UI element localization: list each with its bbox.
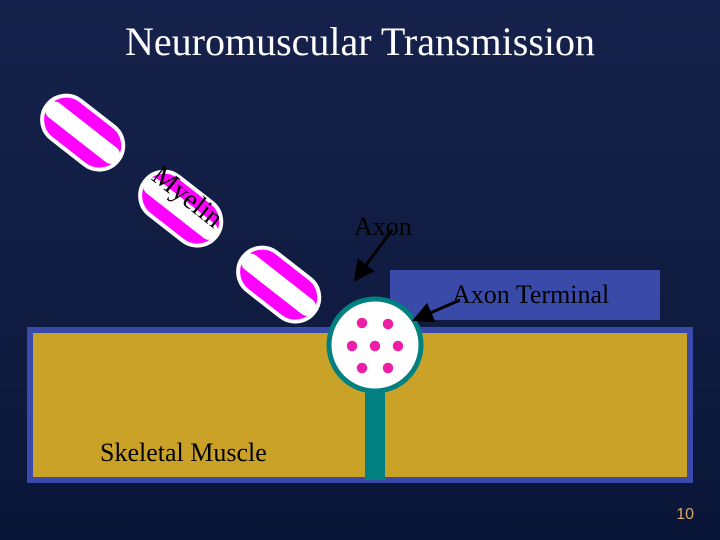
vesicle [369,340,381,352]
vesicle [382,318,394,330]
slide-number: 10 [676,506,694,524]
vesicle [382,362,394,374]
label-axon-terminal: Axon Terminal [452,280,609,310]
vesicle [346,340,358,352]
vesicle [392,340,404,352]
label-skeletal-muscle: Skeletal Muscle [100,438,267,468]
label-axon: Axon [354,212,412,242]
page-title: Neuromuscular Transmission [0,18,720,65]
axon-stem [365,380,385,480]
vesicle [356,317,368,329]
vesicle [356,362,368,374]
